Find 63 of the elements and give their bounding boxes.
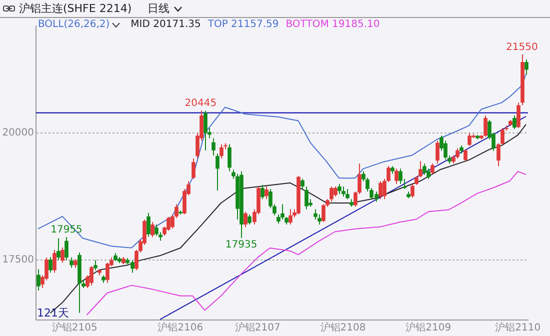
candlestick <box>524 59 528 76</box>
candlestick <box>36 268 40 292</box>
candlestick <box>304 186 308 210</box>
candlestick <box>212 138 216 156</box>
candlestick <box>484 114 488 138</box>
candlestick <box>334 186 338 198</box>
candlestick <box>418 160 422 178</box>
candlestick <box>464 148 468 162</box>
candlestick <box>150 222 154 238</box>
candlestick <box>342 186 346 198</box>
candlestick <box>330 186 334 202</box>
candlestick <box>264 186 268 200</box>
candlestick <box>244 211 248 228</box>
text: TOP 21157.59 <box>208 19 279 30</box>
annotation: 20445 <box>184 98 217 110</box>
candlestick <box>346 188 350 200</box>
candlestick <box>422 163 426 176</box>
candlestick <box>300 178 304 190</box>
candlestick <box>410 183 414 198</box>
candlestick <box>60 246 64 264</box>
annotation: 17935 <box>225 240 258 251</box>
candlestick <box>456 148 460 160</box>
candlestick <box>70 257 74 268</box>
candlestick <box>90 266 94 286</box>
candlestick <box>204 110 208 151</box>
chart-subtitle: 日线 <box>148 1 170 16</box>
candlestick <box>56 238 60 261</box>
x-tick-label: 沪铝2108 <box>320 322 366 334</box>
text: MID 20171.35 <box>130 19 201 30</box>
candlestick <box>94 260 98 271</box>
candlestick <box>378 180 382 200</box>
candlestick <box>166 216 170 232</box>
candlestick <box>436 140 440 164</box>
candlestick <box>318 214 322 226</box>
annotation: 21550 <box>506 42 538 54</box>
y-tick-label: 20000 <box>2 128 34 139</box>
text: BOTTOM 19185.10 <box>286 19 380 30</box>
candlestick <box>394 168 398 184</box>
candlestick <box>48 256 52 274</box>
x-tick-label: 沪铝2109 <box>406 322 452 334</box>
x-tick-label: 沪铝2105 <box>52 322 98 334</box>
candlestick <box>430 163 434 174</box>
legend-title: BOLL(26,26,2) <box>38 19 110 30</box>
candlestick <box>192 158 196 180</box>
candlestick <box>146 212 150 238</box>
candlestick <box>260 184 264 200</box>
candlestick <box>248 214 252 226</box>
chart-title: 沪铝主连(SHFE 2214) <box>19 1 132 16</box>
candlestick <box>468 132 472 146</box>
candlestick <box>516 102 520 129</box>
x-tick-label: 沪铝2107 <box>234 322 280 334</box>
annotation: 121天 <box>37 306 69 320</box>
x-tick-label: 沪铝2110 <box>495 322 541 334</box>
y-tick-label: 17500 <box>2 254 34 266</box>
x-tick-label: 沪铝2106 <box>158 322 204 334</box>
candlestick <box>220 144 224 160</box>
candlestick <box>52 249 56 274</box>
candlestick <box>216 152 220 192</box>
candlestick <box>288 208 292 226</box>
candlestick <box>64 236 68 261</box>
candlestick <box>338 183 342 195</box>
candlestick <box>512 114 516 130</box>
candlestick <box>228 144 232 172</box>
